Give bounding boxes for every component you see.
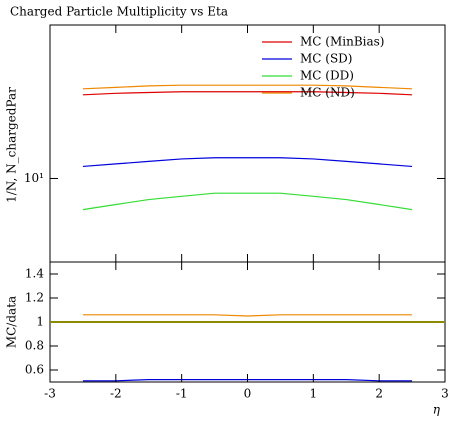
y-tick-label: 1 <box>36 315 44 329</box>
legend-label: MC (SD) <box>300 52 353 66</box>
series-line <box>82 192 413 211</box>
y-tick-label: 10¹ <box>24 171 44 185</box>
x-tick-label: 3 <box>441 387 449 401</box>
series-line <box>82 157 413 168</box>
x-tick-label: -3 <box>44 387 56 401</box>
y-tick-label: 1.2 <box>25 291 44 305</box>
series-line <box>82 84 413 90</box>
ratio-y-axis-label: MC/data <box>5 296 19 348</box>
y-tick-label: 0.6 <box>25 363 44 377</box>
y-axis-label: 1/N, N_chargedPar <box>5 87 19 203</box>
y-tick-label: 1.4 <box>25 267 44 281</box>
y-tick-label: 0.8 <box>25 339 44 353</box>
legend-label: MC (ND) <box>300 86 355 100</box>
x-tick-label: -1 <box>176 387 188 401</box>
x-tick-label: -2 <box>110 387 122 401</box>
chart-title: Charged Particle Multiplicity vs Eta <box>10 5 228 19</box>
legend-label: MC (MinBias) <box>300 35 384 49</box>
legend-label: MC (DD) <box>300 69 354 83</box>
x-tick-label: 1 <box>310 387 318 401</box>
x-tick-label: 0 <box>244 387 252 401</box>
series-line <box>82 91 413 96</box>
series-line <box>82 314 413 317</box>
x-axis-label: η <box>433 403 441 417</box>
main-frame <box>49 24 446 263</box>
x-tick-label: 2 <box>375 387 383 401</box>
